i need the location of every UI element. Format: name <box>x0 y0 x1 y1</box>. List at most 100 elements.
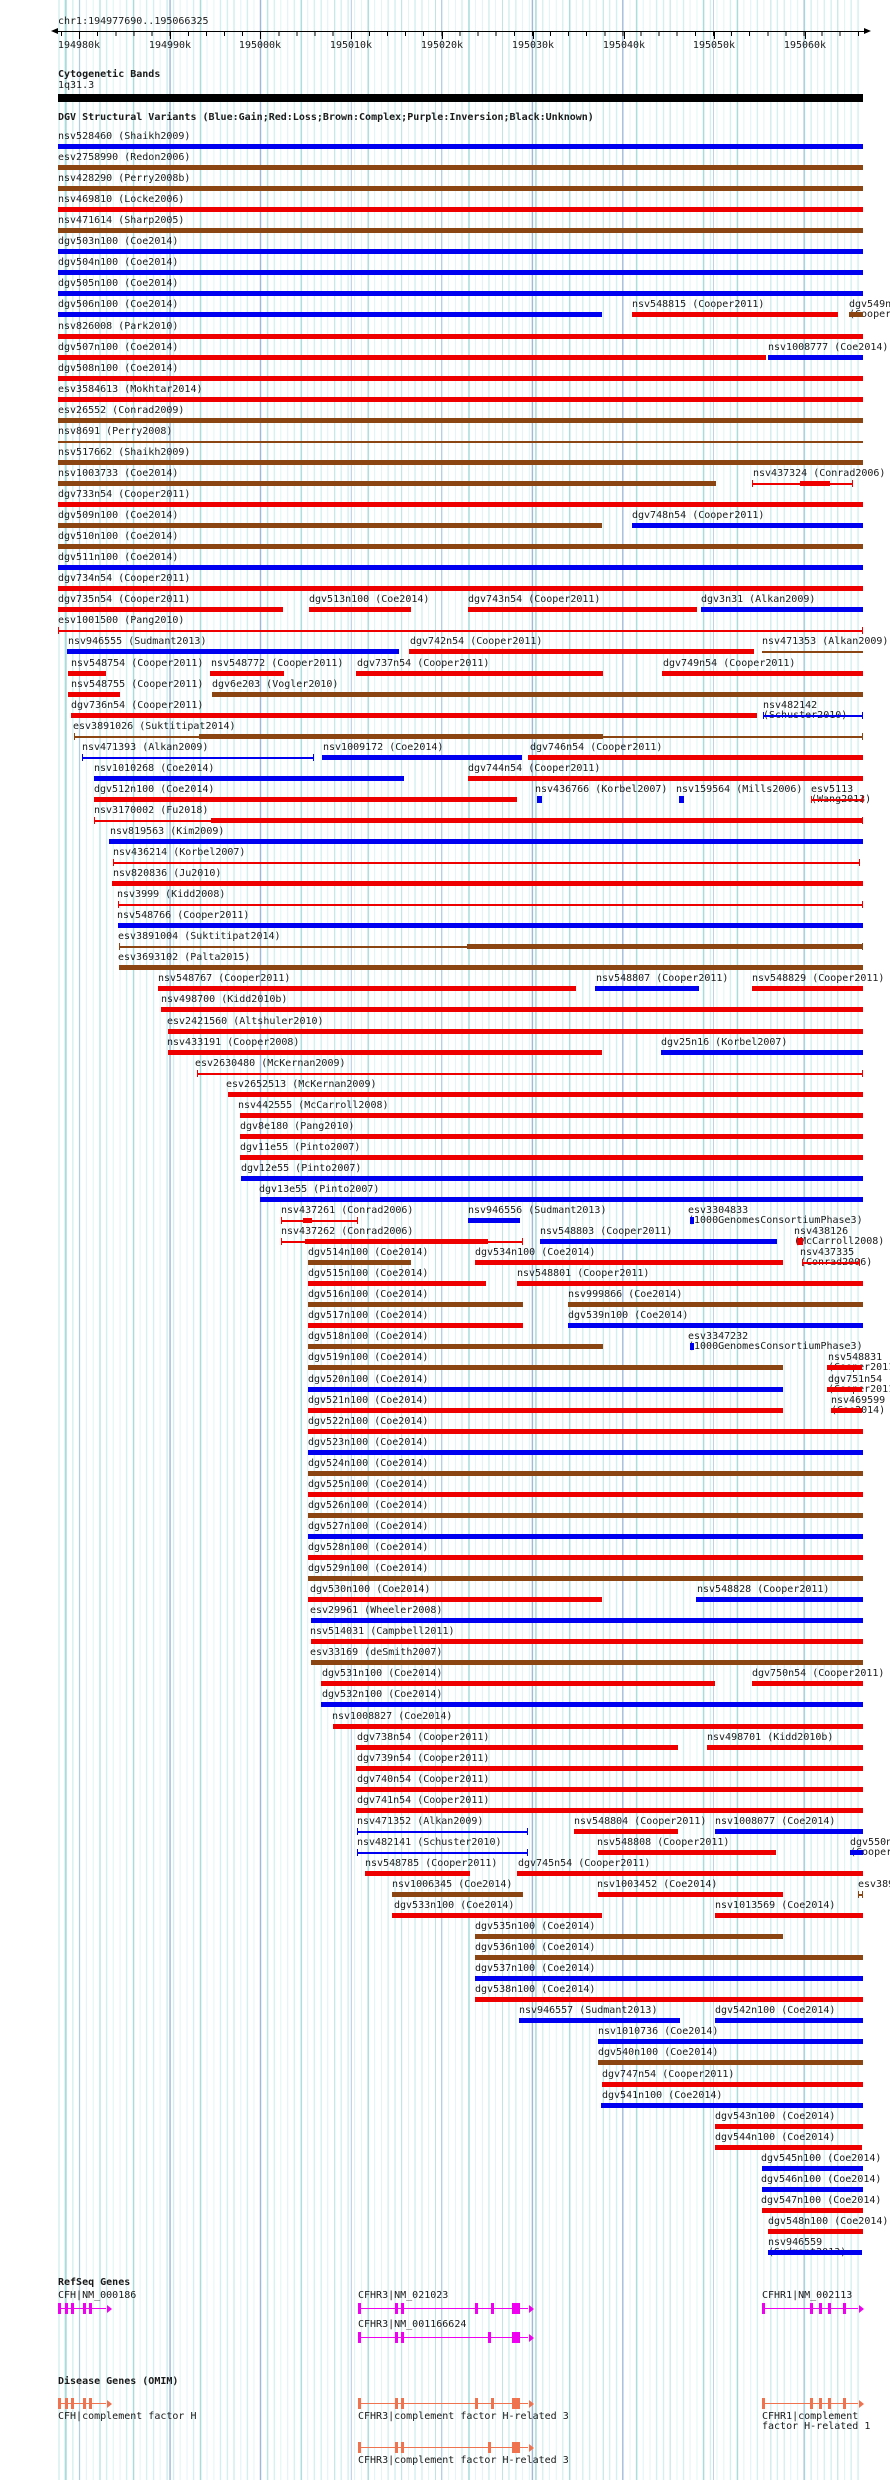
variant-bar[interactable] <box>763 711 764 719</box>
variant-bar[interactable] <box>58 186 863 192</box>
variant-bar[interactable] <box>862 1069 863 1077</box>
variant-bar[interactable] <box>311 1618 863 1624</box>
variant-bar[interactable] <box>811 798 863 801</box>
variant-bar[interactable] <box>475 1976 863 1982</box>
variant-bar[interactable] <box>211 817 863 823</box>
variant-bar[interactable] <box>475 1997 863 2003</box>
variant-bar[interactable] <box>308 1491 863 1497</box>
variant-bar[interactable] <box>308 1512 863 1518</box>
variant-bar[interactable] <box>112 881 863 887</box>
variant-bar[interactable] <box>161 1007 863 1013</box>
variant-bar[interactable] <box>308 1323 523 1329</box>
variant-bar[interactable] <box>58 270 863 276</box>
variant-bar[interactable] <box>528 754 863 760</box>
variant-bar[interactable] <box>68 691 120 697</box>
variant-bar[interactable] <box>568 1302 863 1308</box>
variant-bar[interactable] <box>862 1890 863 1898</box>
variant-bar[interactable] <box>468 1218 520 1224</box>
variant-bar[interactable] <box>468 775 863 781</box>
variant-bar[interactable] <box>827 1365 862 1371</box>
variant-bar[interactable] <box>800 480 830 486</box>
variant-bar[interactable] <box>858 1893 863 1896</box>
variant-bar[interactable] <box>598 2039 863 2045</box>
variant-bar[interactable] <box>212 691 863 697</box>
variant-bar[interactable] <box>58 228 863 234</box>
variant-bar[interactable] <box>58 375 863 381</box>
variant-bar[interactable] <box>715 2018 863 2024</box>
gene-glyph[interactable] <box>762 2302 868 2316</box>
variant-bar[interactable] <box>168 1049 602 1055</box>
variant-bar[interactable] <box>859 1259 860 1267</box>
variant-bar[interactable] <box>768 354 863 360</box>
variant-bar[interactable] <box>58 291 863 297</box>
gene-glyph[interactable] <box>358 2302 538 2316</box>
variant-bar[interactable] <box>71 712 757 718</box>
variant-bar[interactable] <box>303 1218 312 1224</box>
variant-bar[interactable] <box>690 1217 694 1225</box>
variant-bar[interactable] <box>357 1827 358 1835</box>
variant-bar[interactable] <box>58 607 283 613</box>
variant-bar[interactable] <box>662 670 863 676</box>
variant-bar[interactable] <box>281 1238 282 1246</box>
variant-bar[interactable] <box>58 459 863 465</box>
variant-bar[interactable] <box>58 586 863 592</box>
variant-bar[interactable] <box>862 732 863 740</box>
variant-bar[interactable] <box>392 1891 523 1897</box>
variant-bar[interactable] <box>595 986 699 992</box>
variant-bar[interactable] <box>356 1765 863 1771</box>
variant-bar[interactable] <box>168 1028 863 1034</box>
cytogenetic-band-bar[interactable] <box>58 94 863 102</box>
variant-bar[interactable] <box>661 1049 863 1055</box>
variant-bar[interactable] <box>392 1913 602 1919</box>
variant-bar[interactable] <box>707 1744 863 1750</box>
variant-bar[interactable] <box>308 1407 783 1413</box>
variant-bar[interactable] <box>308 1302 523 1308</box>
variant-bar[interactable] <box>356 670 603 676</box>
variant-bar[interactable] <box>311 1639 863 1645</box>
variant-bar[interactable] <box>858 1890 859 1898</box>
variant-bar[interactable] <box>309 607 411 613</box>
variant-bar[interactable] <box>467 944 863 950</box>
variant-bar[interactable] <box>308 1555 863 1561</box>
variant-bar[interactable] <box>598 1891 783 1897</box>
variant-bar[interactable] <box>356 1807 863 1813</box>
variant-bar[interactable] <box>715 2123 863 2129</box>
variant-bar[interactable] <box>356 1744 678 1750</box>
variant-bar[interactable] <box>58 480 716 486</box>
variant-bar[interactable] <box>118 901 119 909</box>
variant-bar[interactable] <box>601 2102 863 2108</box>
variant-bar[interactable] <box>58 144 863 149</box>
variant-bar[interactable] <box>119 943 120 951</box>
variant-bar[interactable] <box>58 523 602 529</box>
variant-bar[interactable] <box>831 1407 862 1413</box>
variant-bar[interactable] <box>701 607 863 613</box>
variant-bar[interactable] <box>811 795 812 803</box>
variant-bar[interactable] <box>568 1323 863 1329</box>
variant-bar[interactable] <box>715 2144 862 2150</box>
variant-bar[interactable] <box>679 795 684 803</box>
variant-bar[interactable] <box>632 312 838 318</box>
variant-bar[interactable] <box>862 711 863 719</box>
variant-bar[interactable] <box>696 1597 863 1603</box>
variant-bar[interactable] <box>58 544 863 550</box>
variant-bar[interactable] <box>113 859 114 867</box>
variant-bar[interactable] <box>602 2081 863 2087</box>
variant-bar[interactable] <box>58 312 602 318</box>
variant-bar[interactable] <box>715 1828 863 1834</box>
variant-bar[interactable] <box>308 1533 863 1539</box>
variant-bar[interactable] <box>862 627 863 635</box>
variant-bar[interactable] <box>58 502 863 508</box>
variant-bar[interactable] <box>849 312 863 318</box>
variant-bar[interactable] <box>305 1239 488 1245</box>
variant-bar[interactable] <box>158 986 576 992</box>
gene-glyph[interactable] <box>762 2397 868 2411</box>
gene-glyph[interactable] <box>358 2441 538 2455</box>
variant-bar[interactable] <box>308 1576 863 1582</box>
variant-bar[interactable] <box>197 1069 198 1077</box>
variant-bar[interactable] <box>308 1281 486 1287</box>
variant-bar[interactable] <box>540 1239 777 1245</box>
variant-bar[interactable] <box>308 1344 603 1350</box>
variant-bar[interactable] <box>281 1217 282 1225</box>
variant-bar[interactable] <box>768 2228 863 2234</box>
variant-bar[interactable] <box>409 649 754 655</box>
